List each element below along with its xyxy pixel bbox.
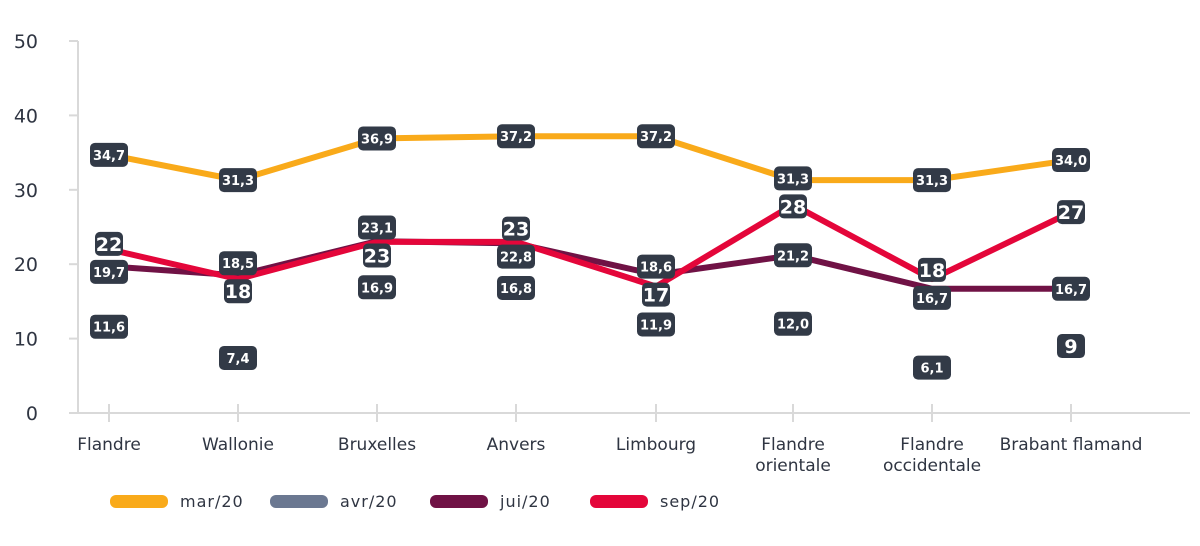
x-tick-label: Flandre bbox=[900, 435, 964, 455]
data-label-box bbox=[1057, 200, 1085, 225]
data-label-box bbox=[918, 257, 946, 282]
data-label: 21,2 bbox=[777, 249, 809, 264]
data-label-box bbox=[774, 243, 812, 268]
series-line-mar-20 bbox=[108, 133, 1072, 184]
data-label-box bbox=[1052, 148, 1090, 173]
series-line-jui-20 bbox=[108, 238, 1071, 292]
data-label-box bbox=[502, 216, 530, 241]
data-label: 19,7 bbox=[93, 266, 125, 281]
data-label-box bbox=[95, 231, 123, 256]
data-label: 7,4 bbox=[226, 352, 249, 367]
legend-label: sep/20 bbox=[660, 492, 720, 511]
data-label-box bbox=[642, 282, 670, 307]
data-label: 23 bbox=[364, 246, 390, 268]
data-label: 31,3 bbox=[777, 172, 809, 187]
data-label-box bbox=[497, 244, 535, 269]
legend-label: mar/20 bbox=[180, 492, 244, 511]
y-tick-label: 30 bbox=[14, 180, 38, 202]
series-line-sep-20 bbox=[108, 201, 1073, 290]
data-label-box bbox=[779, 194, 807, 219]
data-label-box bbox=[219, 168, 257, 193]
data-label: 16,8 bbox=[500, 282, 532, 297]
data-label: 18,6 bbox=[640, 261, 672, 276]
data-label-box bbox=[90, 314, 128, 339]
data-label-box bbox=[219, 345, 257, 370]
data-label: 34,0 bbox=[1055, 154, 1087, 169]
data-label: 31,3 bbox=[916, 174, 948, 189]
data-label-box bbox=[637, 124, 675, 149]
data-label: 6,1 bbox=[920, 362, 943, 377]
data-label: 12,0 bbox=[777, 318, 809, 333]
data-label: 18,5 bbox=[222, 257, 254, 272]
x-tick-label: orientale bbox=[755, 456, 831, 476]
data-label-box bbox=[363, 243, 391, 268]
x-tick-label: occidentale bbox=[883, 456, 981, 476]
data-label-box bbox=[913, 285, 951, 310]
legend-label: jui/20 bbox=[499, 492, 551, 511]
data-label: 11,9 bbox=[640, 318, 672, 333]
data-label: 22 bbox=[96, 234, 122, 256]
data-label: 23,1 bbox=[361, 222, 393, 237]
data-label: 18 bbox=[919, 260, 945, 282]
data-label: 22,8 bbox=[500, 251, 532, 266]
data-label-box bbox=[358, 275, 396, 300]
data-label-box bbox=[913, 355, 951, 380]
data-label-box bbox=[774, 166, 812, 191]
data-label-box bbox=[1052, 276, 1090, 301]
data-label-box bbox=[637, 254, 675, 279]
data-label-box bbox=[224, 279, 252, 304]
data-label-box bbox=[90, 259, 128, 284]
y-tick-label: 50 bbox=[14, 31, 38, 53]
x-tick-label: Limbourg bbox=[616, 435, 696, 455]
data-label-box bbox=[497, 276, 535, 301]
data-label: 23 bbox=[503, 219, 529, 241]
data-label-box bbox=[1057, 334, 1085, 359]
data-label-box bbox=[358, 126, 396, 151]
data-label: 34,7 bbox=[93, 149, 125, 164]
x-tick-label: Wallonie bbox=[202, 435, 274, 455]
data-label-box bbox=[358, 215, 396, 240]
data-label: 16,7 bbox=[916, 292, 948, 307]
data-label-box bbox=[637, 312, 675, 337]
data-label: 37,2 bbox=[640, 130, 672, 145]
x-tick-label: Bruxelles bbox=[338, 435, 416, 455]
x-tick-label: Flandre bbox=[761, 435, 825, 455]
data-label: 36,9 bbox=[361, 132, 393, 147]
data-label-box bbox=[219, 251, 257, 276]
x-tick-label: Anvers bbox=[487, 435, 546, 455]
data-label-box bbox=[913, 168, 951, 193]
data-label: 18 bbox=[225, 281, 251, 303]
x-tick-label: Flandre bbox=[77, 435, 141, 455]
data-label: 17 bbox=[643, 285, 669, 307]
data-label: 37,2 bbox=[500, 130, 532, 145]
data-label: 16,9 bbox=[361, 281, 393, 296]
y-tick-label: 20 bbox=[14, 254, 38, 276]
data-label: 9 bbox=[1064, 336, 1077, 358]
legend-label: avr/20 bbox=[340, 492, 398, 511]
y-tick-label: 0 bbox=[26, 403, 38, 425]
legend-swatch bbox=[270, 495, 328, 508]
x-tick-label: Brabant flamand bbox=[1000, 435, 1143, 455]
legend-swatch bbox=[110, 495, 168, 508]
data-label: 31,3 bbox=[222, 174, 254, 189]
y-tick-label: 10 bbox=[14, 329, 38, 351]
legend-swatch bbox=[430, 495, 488, 508]
data-label-box bbox=[497, 124, 535, 149]
data-label: 16,7 bbox=[1055, 283, 1087, 298]
data-label: 11,6 bbox=[93, 321, 125, 336]
y-tick-label: 40 bbox=[14, 105, 38, 127]
data-label-box bbox=[774, 311, 812, 336]
data-label: 27 bbox=[1058, 202, 1084, 224]
legend-swatch bbox=[590, 495, 648, 508]
data-label-box bbox=[90, 142, 128, 167]
data-label: 28 bbox=[780, 196, 806, 218]
